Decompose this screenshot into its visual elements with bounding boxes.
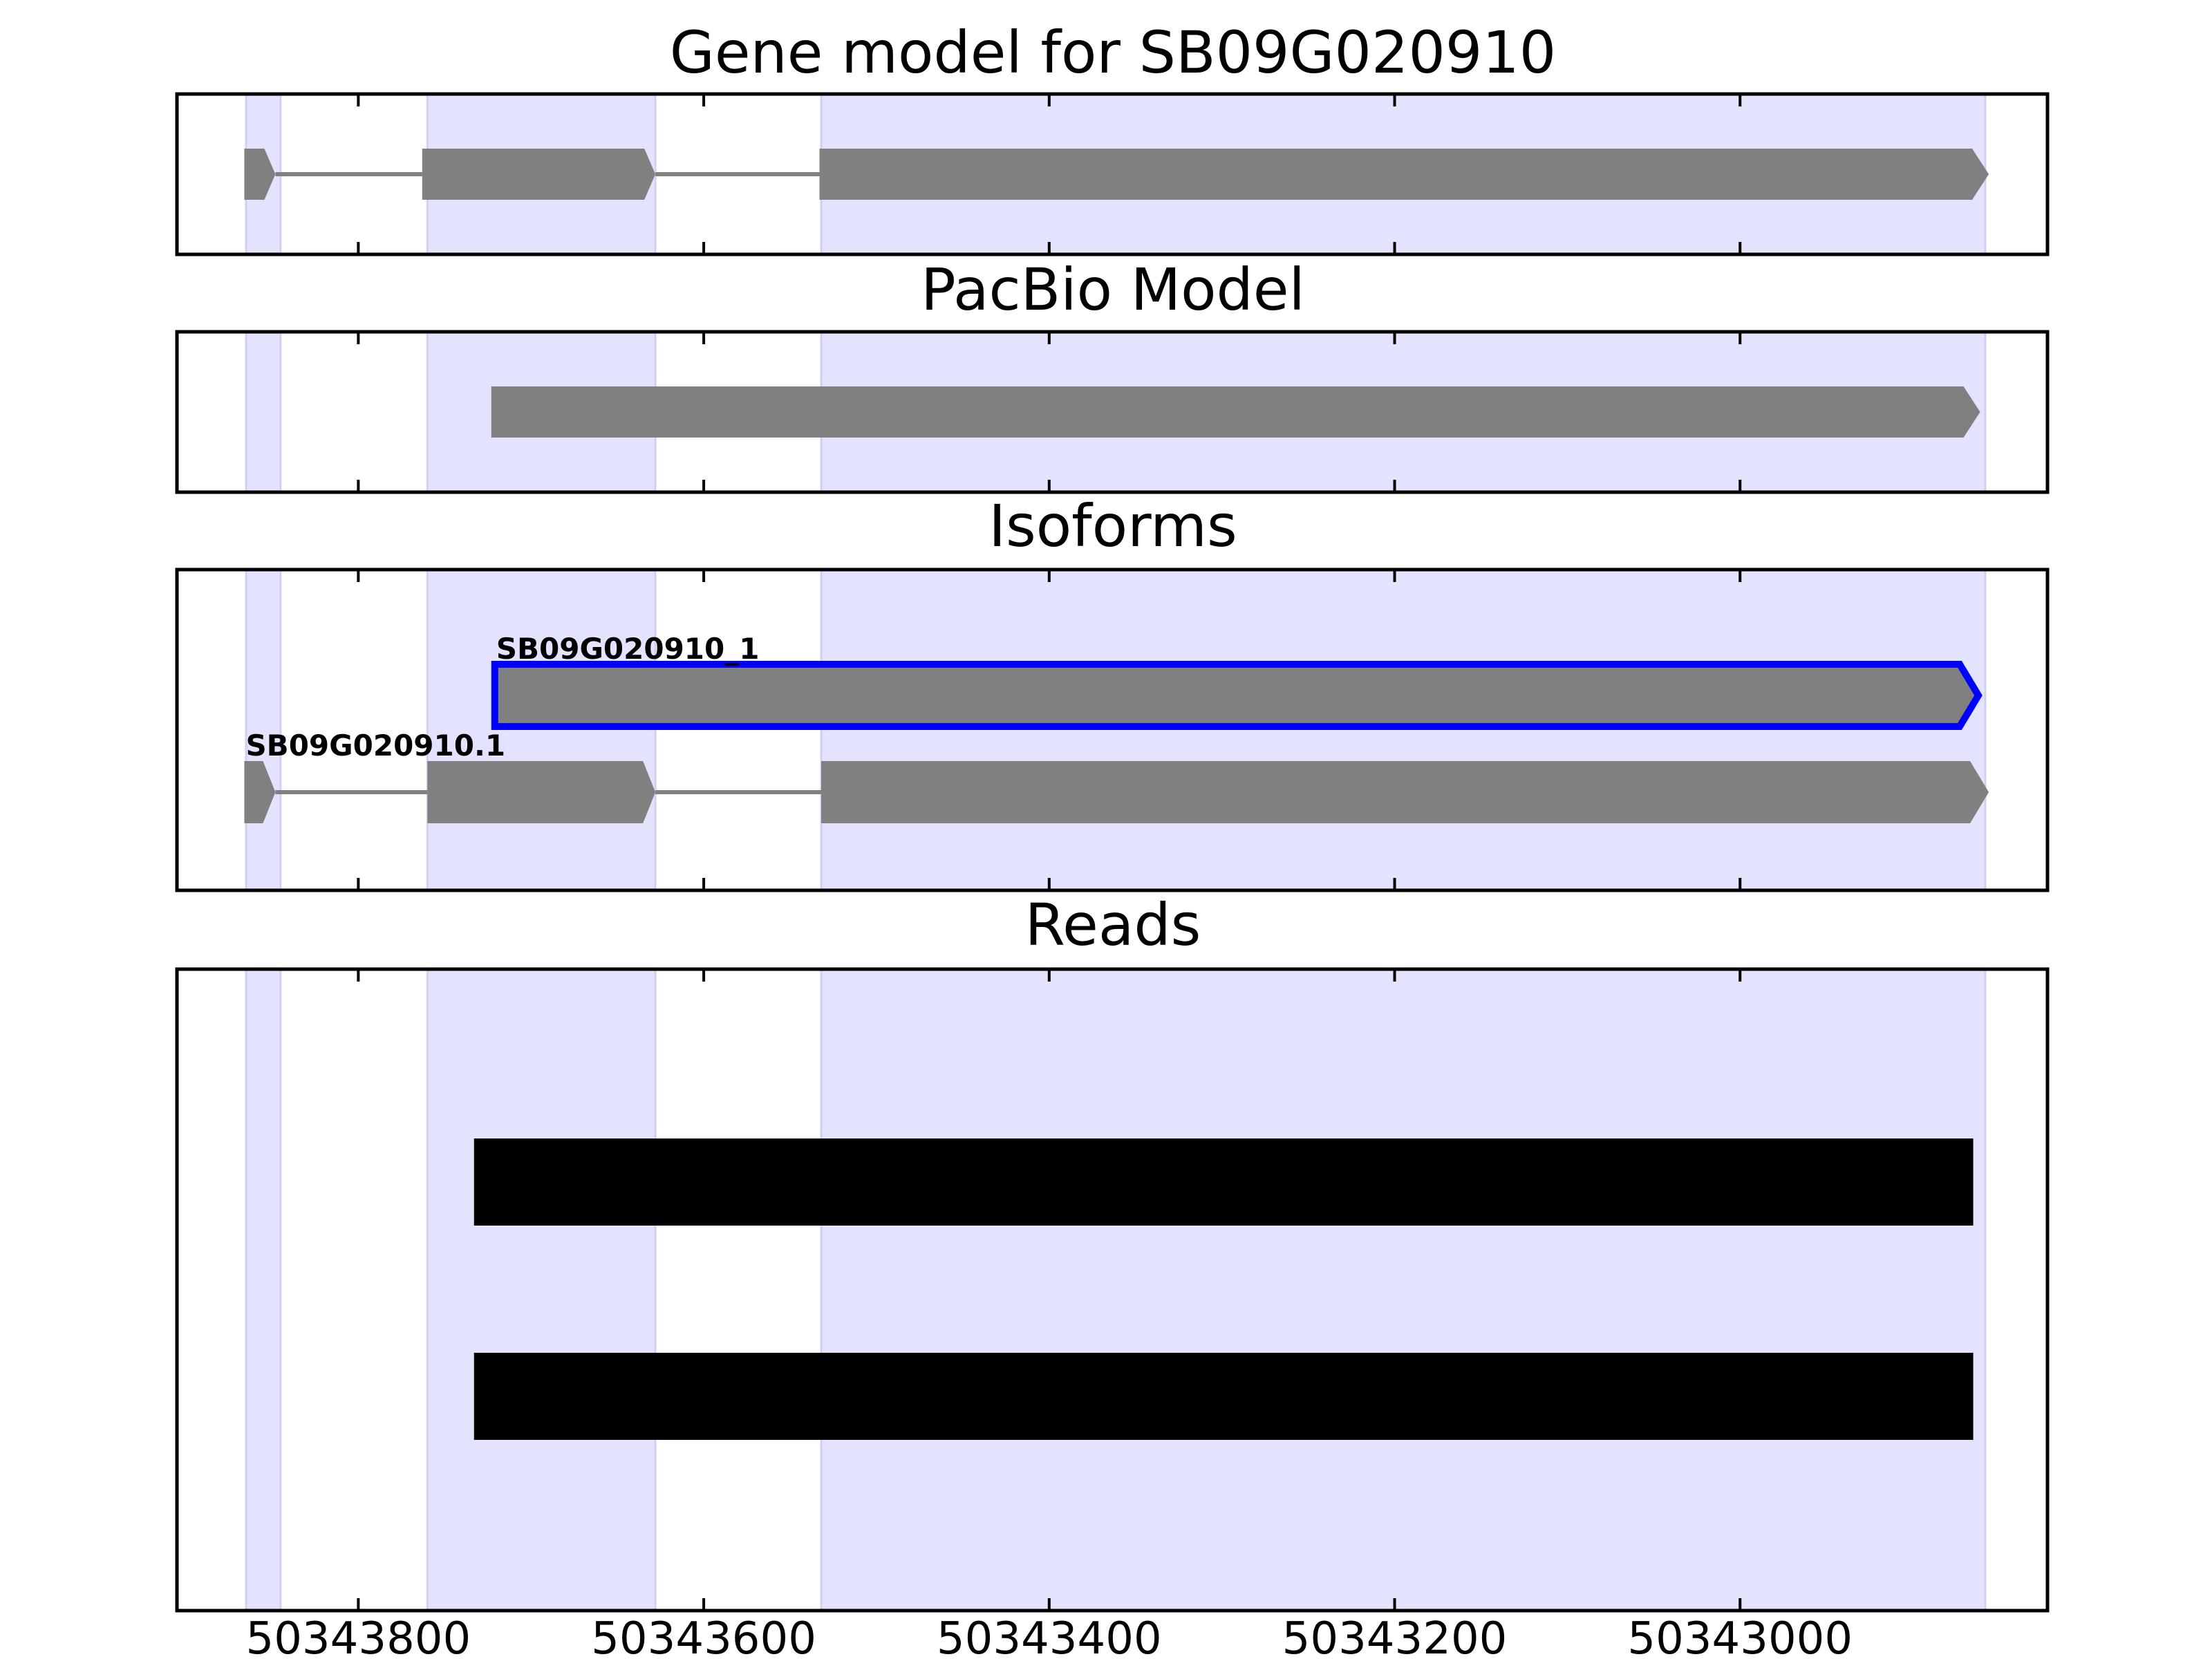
x-tick-label: 50343200 (1282, 1613, 1508, 1659)
x-tick-label: 50343600 (591, 1613, 816, 1659)
isoform-label: SB09G020910_1 (496, 632, 760, 666)
pacbio-panel (175, 330, 2050, 494)
x-tick-label: 50343400 (937, 1613, 1162, 1659)
reads-title: Reads (1025, 891, 1201, 959)
highlighted-exon (491, 661, 1983, 730)
pacbio-title: PacBio Model (921, 256, 1305, 324)
x-axis: 50343800 50343600 50343400 50343200 50343000 (245, 1613, 1853, 1659)
panel-frame (175, 92, 2050, 256)
panel-frame (175, 568, 2050, 892)
exon-block (244, 149, 276, 200)
exon-block (819, 149, 1989, 200)
gene-model-title: Gene model for SB09G020910 (670, 19, 1556, 86)
exon-block (427, 761, 656, 823)
x-tick-label: 50343800 (245, 1613, 471, 1659)
exon-block (821, 761, 1989, 823)
exon-block (244, 761, 276, 823)
reads-panel (175, 967, 2050, 1613)
gene-model-panel (175, 92, 2050, 256)
panel-frame (175, 330, 2050, 494)
isoforms-title: Isoforms (988, 492, 1237, 560)
panel-frame (175, 967, 2050, 1613)
exon-shading-band (426, 968, 657, 1612)
read-bar (474, 1138, 1974, 1226)
read-bar (474, 1353, 1974, 1440)
exon-shading-band (245, 968, 282, 1612)
exon-block (422, 149, 656, 200)
x-tick-label: 50343000 (1627, 1613, 1853, 1659)
exon-shading-band (820, 968, 1987, 1612)
exon-block (491, 386, 1980, 438)
isoforms-panel: SB09G020910_1 SB09G020910.1 (175, 568, 2050, 892)
exon-shading-band (245, 330, 282, 494)
isoform-label: SB09G020910.1 (245, 729, 505, 762)
